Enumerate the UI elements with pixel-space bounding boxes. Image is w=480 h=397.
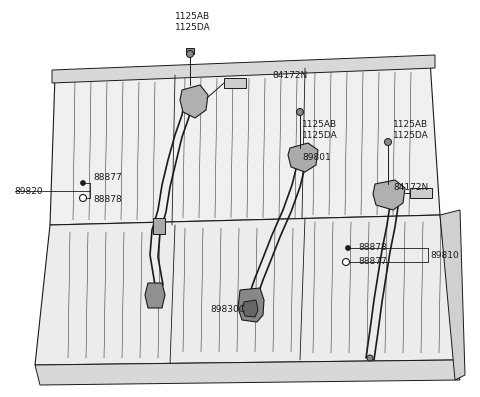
Circle shape	[343, 258, 349, 266]
Polygon shape	[180, 85, 208, 118]
Text: 1125AB
1125DA: 1125AB 1125DA	[393, 120, 429, 140]
Polygon shape	[35, 215, 455, 365]
Polygon shape	[238, 288, 264, 322]
Polygon shape	[50, 60, 440, 225]
Polygon shape	[145, 283, 165, 308]
Text: 89820: 89820	[14, 187, 43, 195]
Circle shape	[187, 50, 193, 58]
Text: 84172N: 84172N	[272, 71, 307, 79]
Text: 88878: 88878	[93, 195, 122, 204]
Circle shape	[367, 355, 373, 361]
Text: 88877: 88877	[93, 173, 122, 183]
Text: 89810: 89810	[430, 251, 459, 260]
Polygon shape	[52, 55, 435, 83]
Polygon shape	[373, 180, 405, 210]
Polygon shape	[35, 360, 460, 385]
Text: 89830C: 89830C	[211, 304, 245, 314]
Text: 1125AB
1125DA: 1125AB 1125DA	[175, 12, 211, 32]
Circle shape	[81, 181, 85, 185]
Text: 88878: 88878	[358, 243, 387, 252]
Text: 1125AB
1125DA: 1125AB 1125DA	[302, 120, 338, 140]
Circle shape	[346, 245, 350, 251]
Polygon shape	[242, 300, 258, 317]
Bar	[224, 78, 246, 88]
Bar	[410, 188, 432, 198]
Circle shape	[80, 195, 86, 202]
Text: 84172N: 84172N	[393, 183, 428, 193]
Polygon shape	[440, 210, 465, 380]
Circle shape	[384, 139, 392, 145]
Bar	[186, 48, 194, 54]
Text: 88877: 88877	[358, 256, 387, 266]
Circle shape	[297, 108, 303, 116]
Polygon shape	[288, 143, 318, 172]
Text: 89801: 89801	[302, 154, 331, 162]
Bar	[153, 218, 165, 234]
